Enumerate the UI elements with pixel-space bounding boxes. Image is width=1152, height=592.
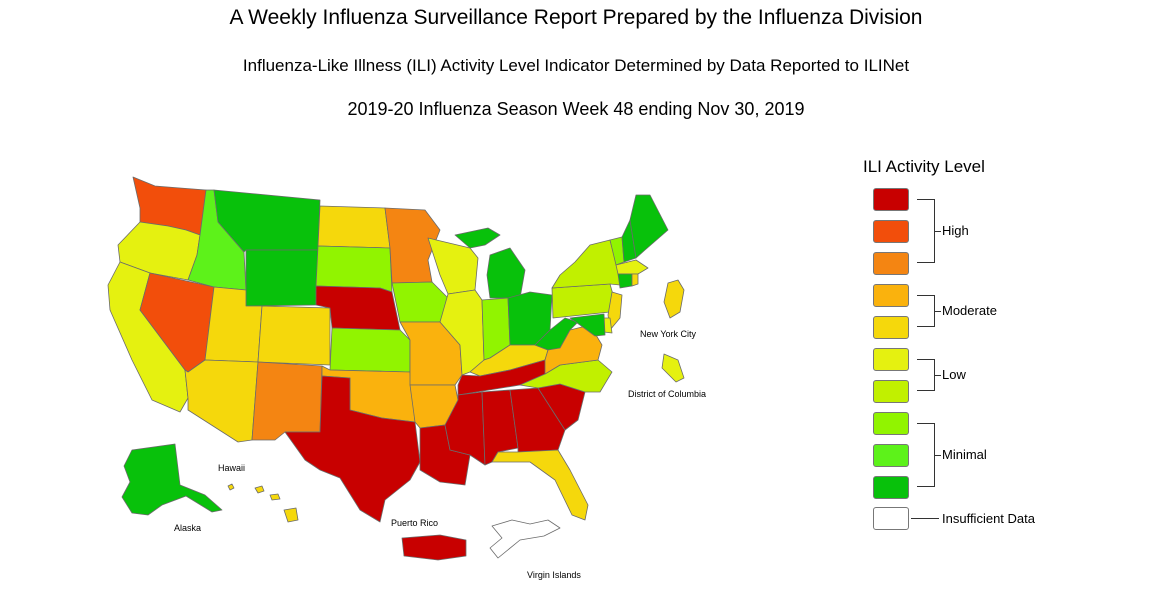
state-colorado[interactable] (257, 305, 331, 366)
state-pennsylvania[interactable] (551, 283, 617, 319)
legend-swatch-level-7 (873, 284, 909, 307)
dc-label: District of Columbia (628, 389, 706, 399)
legend-swatch-level-2 (873, 444, 909, 467)
legend-swatch-level-5 (873, 348, 909, 371)
new-york-city-inset[interactable] (663, 279, 685, 319)
legend-bracket-high (917, 199, 935, 263)
state-iowa[interactable] (391, 281, 449, 323)
puerto-rico-label: Puerto Rico (391, 518, 438, 528)
alaska-label: Alaska (174, 523, 201, 533)
legend-swatch-level-1 (873, 476, 909, 499)
legend-swatch-level-8 (873, 252, 909, 275)
state-alaska[interactable] (121, 443, 223, 516)
state-connecticut[interactable] (617, 273, 633, 289)
legend-bracket-moderate (917, 295, 935, 327)
legend-tick-moderate (935, 311, 941, 312)
legend-swatch-level-4 (873, 380, 909, 403)
state-new-mexico[interactable] (251, 361, 323, 441)
territory-virgin-islands[interactable] (489, 519, 561, 559)
state-west-virginia[interactable] (534, 317, 579, 351)
nyc-label: New York City (640, 329, 697, 339)
state-hawaii[interactable] (227, 483, 299, 523)
legend-swatch-level-3 (873, 412, 909, 435)
hawaii-label: Hawaii (218, 463, 245, 473)
state-massachusetts[interactable] (615, 259, 649, 275)
ili-legend: ILI Activity Level High Moderate Low Min… (855, 155, 1085, 545)
state-south-dakota[interactable] (315, 245, 393, 293)
district-of-columbia-inset[interactable] (661, 353, 685, 383)
state-rhode-island[interactable] (631, 273, 639, 287)
report-title: A Weekly Influenza Surveillance Report P… (229, 6, 923, 29)
legend-tick-minimal (935, 455, 941, 456)
us-ili-map: New York City District of Columbia Hawai… (107, 176, 706, 580)
legend-label-low: Low (942, 367, 966, 382)
state-new-jersey[interactable] (607, 291, 623, 331)
state-arizona[interactable] (184, 359, 259, 443)
state-wyoming[interactable] (245, 249, 319, 307)
state-north-dakota[interactable] (317, 205, 391, 249)
legend-swatch-level-6 (873, 316, 909, 339)
legend-bracket-low (917, 359, 935, 391)
virgin-islands-label: Virgin Islands (527, 570, 581, 580)
legend-swatch-insufficient (873, 507, 909, 530)
legend-insufficient-line (911, 518, 939, 519)
legend-label-high: High (942, 223, 969, 238)
legend-label-moderate: Moderate (942, 303, 997, 318)
season-week-label: 2019-20 Influenza Season Week 48 ending … (347, 99, 805, 119)
state-texas[interactable] (284, 375, 421, 523)
legend-swatch-level-9 (873, 220, 909, 243)
legend-title: ILI Activity Level (863, 157, 985, 176)
territory-puerto-rico[interactable] (401, 534, 467, 561)
legend-label-insufficient: Insufficient Data (942, 511, 1035, 526)
legend-bracket-minimal (917, 423, 935, 487)
legend-tick-low (935, 375, 941, 376)
state-florida[interactable] (491, 449, 589, 521)
state-new-york[interactable] (551, 239, 621, 289)
legend-label-minimal: Minimal (942, 447, 987, 462)
state-maine[interactable] (629, 194, 669, 259)
state-kansas[interactable] (329, 327, 411, 373)
state-maryland[interactable] (569, 313, 606, 337)
legend-swatch-level-10 (873, 188, 909, 211)
report-subtitle: Influenza-Like Illness (ILI) Activity Le… (242, 56, 910, 75)
state-virginia[interactable] (544, 324, 603, 375)
legend-tick-high (935, 231, 941, 232)
state-minnesota[interactable] (384, 207, 441, 284)
